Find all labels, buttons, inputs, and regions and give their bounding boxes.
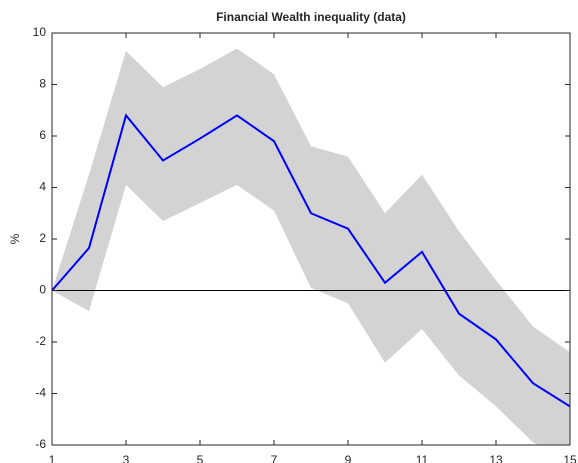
data-line: [52, 113, 570, 408]
y-tick-label: -2: [35, 334, 46, 348]
y-tick-label: 0: [39, 283, 46, 297]
y-tick-label: 4: [39, 180, 46, 194]
x-tick-label: 13: [489, 453, 503, 463]
x-tick-label: 1: [49, 453, 56, 463]
x-tick-label: 7: [271, 453, 278, 463]
y-tick-label: 10: [33, 25, 47, 39]
y-tick-label: -4: [35, 386, 46, 400]
confidence-band: [52, 48, 570, 445]
y-tick-label: 8: [39, 77, 46, 91]
y-tick-label: -6: [35, 437, 46, 451]
x-tick-label: 11: [416, 453, 429, 463]
plot-area: [52, 48, 570, 445]
x-tick-label: 9: [345, 453, 352, 463]
x-tick-label: 15: [563, 453, 577, 463]
y-axis-label: %: [8, 233, 22, 244]
y-tick-label: 6: [39, 128, 46, 142]
x-tick-label: 3: [123, 453, 130, 463]
chart-title: Financial Wealth inequality (data): [216, 10, 406, 24]
x-tick-label: 5: [197, 453, 204, 463]
y-tick-label: 2: [39, 231, 46, 245]
